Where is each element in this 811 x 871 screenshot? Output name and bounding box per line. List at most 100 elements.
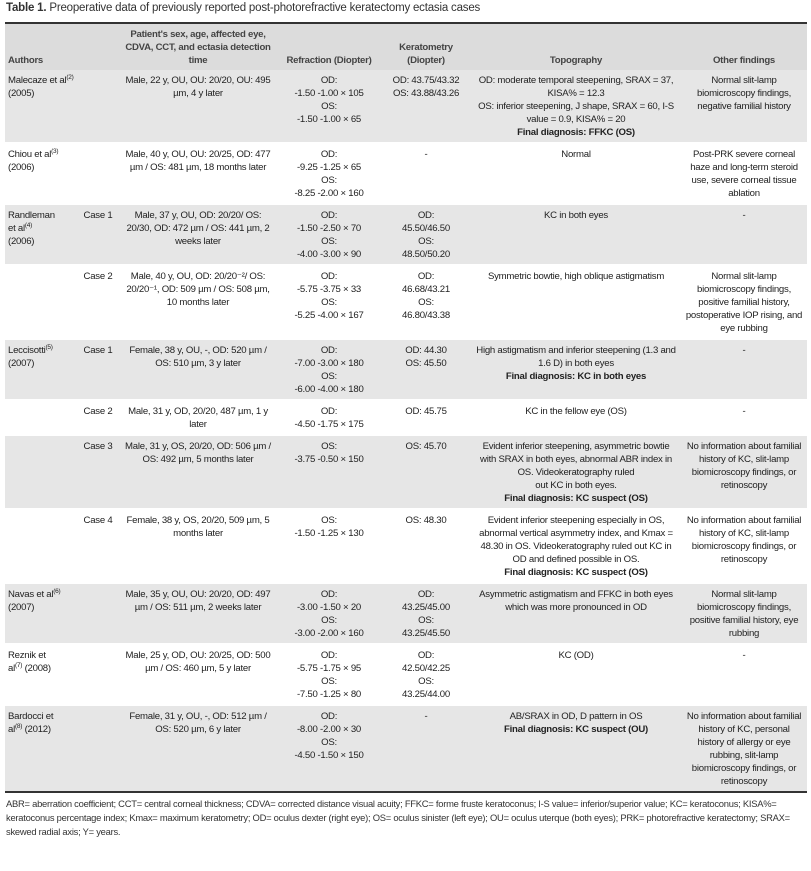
keratometry-value: OS: 45.70 [405, 441, 447, 452]
other-findings-cell: Normal slit-lamp biomicroscopy findings,… [681, 582, 807, 644]
topography-text: AB/SRAX in OD, D pattern in OS [509, 711, 643, 722]
authors-cell [5, 434, 77, 509]
refraction-cell: OD: -8.00 -2.00 × 30 OS: -4.50 -1.50 × 1… [277, 704, 381, 793]
table-row: Case 4 Female, 38 y, OS, 20/20, 509 µm, 5… [5, 508, 807, 583]
table-row: Chiou et al(3) (2006) Male, 40 y, OU, OU:… [5, 142, 807, 204]
topography-cell: OD: moderate temporal steepening, SRAX =… [471, 70, 681, 143]
reference-number: (8) [14, 722, 23, 730]
other-findings-cell: - [681, 203, 807, 265]
refraction-value: OD: -4.50 -1.75 × 175 [294, 406, 364, 430]
refraction-cell: OD: -5.75 -3.75 × 33 OS: -5.25 -4.00 × 1… [277, 264, 381, 339]
publication-year: (2008) [22, 663, 51, 674]
final-diagnosis: Final diagnosis: KC suspect (OU) [504, 724, 648, 735]
table-row: Bardocci et al(8) (2012) Female, 31 y, OU… [5, 704, 807, 793]
table-footnote: ABR= aberration coefficient; CCT= centra… [6, 798, 790, 837]
topography-cell: Asymmetric astigmatism and FFKC in both … [471, 582, 681, 644]
table-row: Case 3 Male, 31 y, OS, 20/20, OD: 506 µm … [5, 434, 807, 509]
patient-cell: Female, 31 y, OU, -, OD: 512 µm / OS: 52… [119, 704, 277, 793]
topography-cell: AB/SRAX in OD, D pattern in OS Final diag… [471, 704, 681, 793]
refraction-cell: OS: -3.75 -0.50 × 150 [277, 434, 381, 509]
patient-cell: Male, 31 y, OS, 20/20, OD: 506 µm / OS: … [119, 434, 277, 509]
keratometry-cell: OD: 45.50/46.50 OS: 48.50/50.20 [381, 203, 471, 265]
keratometry-cell: OD: 46.68/43.21 OS: 46.80/43.38 [381, 264, 471, 339]
topography-text: Symmetric bowtie, high oblique astigmati… [487, 271, 665, 282]
table-row: Case 2 Male, 40 y, OU, OD: 20/20⁻²/ OS: 2… [5, 264, 807, 339]
authors-cell [5, 508, 77, 583]
table-row: Case 2 Male, 31 y, OD, 20/20, 487 µm, 1 y… [5, 399, 807, 435]
case-cell [77, 643, 119, 705]
patient-cell: Female, 38 y, OS, 20/20, 509 µm, 5 month… [119, 508, 277, 583]
refraction-value: OD: -1.50 -2.50 × 70 OS: -4.00 -3.00 × 9… [296, 210, 361, 260]
publication-year: (2006) [8, 162, 35, 173]
authors-cell: Randleman et al(4) (2006) [5, 203, 77, 265]
other-findings-text: Normal slit-lamp biomicroscopy findings,… [697, 75, 791, 112]
author-name: Leccisotti [8, 345, 46, 356]
header-case [77, 22, 119, 70]
patient-data: Male, 22 y, OU, OU: 20/20, OU: 495 µm, 4… [125, 75, 271, 99]
keratometry-value: OD: 46.68/43.21 OS: 46.80/43.38 [402, 271, 450, 321]
authors-cell: Leccisotti(5) (2007) [5, 338, 77, 400]
publication-year: (2007) [8, 602, 35, 613]
header-topography: Topography [471, 22, 681, 70]
refraction-value: OD: -5.75 -3.75 × 33 OS: -5.25 -4.00 × 1… [294, 271, 364, 321]
other-findings-text: Normal slit-lamp biomicroscopy findings,… [689, 589, 799, 639]
keratometry-value: - [424, 149, 428, 160]
reference-number: (7) [14, 661, 23, 669]
case-label: Case 1 [83, 210, 113, 221]
patient-cell: Male, 25 y, OD, OU: 20/25, OD: 500 µm / … [119, 643, 277, 705]
case-label: Case 3 [83, 441, 113, 452]
refraction-value: OD: -5.75 -1.75 × 95 OS: -7.50 -1.25 × 8… [296, 650, 361, 700]
keratometry-cell: - [381, 704, 471, 793]
table-label: Table 1. [6, 2, 47, 14]
other-findings-cell: Normal slit-lamp biomicroscopy findings,… [681, 264, 807, 339]
other-findings-text: - [742, 210, 746, 221]
other-findings-text: - [742, 345, 746, 356]
topography-cell: Symmetric bowtie, high oblique astigmati… [471, 264, 681, 339]
refraction-cell: OD: -4.50 -1.75 × 175 [277, 399, 381, 435]
patient-cell: Male, 22 y, OU, OU: 20/20, OU: 495 µm, 4… [119, 70, 277, 143]
publication-year: (2012) [22, 724, 51, 735]
final-diagnosis: Final diagnosis: FFKC (OS) [517, 127, 635, 138]
topography-text: KC (OD) [558, 650, 594, 661]
refraction-value: OD: -8.00 -2.00 × 30 OS: -4.50 -1.50 × 1… [294, 711, 364, 761]
keratometry-cell: OD: 43.25/45.00 OS: 43.25/45.50 [381, 582, 471, 644]
topography-text: KC in both eyes [544, 210, 608, 221]
case-label: Case 2 [83, 406, 113, 417]
reference-number: (6) [53, 587, 61, 595]
keratometry-value: - [424, 711, 428, 722]
keratometry-value: OD: 43.75/43.32 OS: 43.88/43.26 [392, 75, 460, 99]
keratometry-cell: OD: 44.30 OS: 45.50 [381, 338, 471, 400]
patient-data: Male, 37 y, OU, OD: 20/20/ OS: 20/30, OD… [126, 210, 270, 247]
topography-cell: KC in both eyes [471, 203, 681, 265]
authors-cell: Reznik et al(7) (2008) [5, 643, 77, 705]
patient-cell: Male, 35 y, OU, OU: 20/20, OD: 497 µm / … [119, 582, 277, 644]
refraction-value: OD: -9.25 -1.25 × 65 OS: -8.25 -2.00 × 1… [294, 149, 364, 199]
keratometry-cell: OS: 48.30 [381, 508, 471, 583]
patient-data: Male, 25 y, OD, OU: 20/25, OD: 500 µm / … [125, 650, 271, 674]
other-findings-cell: - [681, 338, 807, 400]
refraction-cell: OS: -1.50 -1.25 × 130 [277, 508, 381, 583]
header-row: Authors Patient's sex, age, affected eye… [5, 22, 807, 70]
author-name: Malecaze et al [8, 75, 67, 86]
patient-data: Male, 35 y, OU, OU: 20/20, OD: 497 µm / … [125, 589, 271, 613]
keratometry-value: OD: 43.25/45.00 OS: 43.25/45.50 [402, 589, 450, 639]
case-cell: Case 1 [77, 203, 119, 265]
refraction-cell: OD: -1.50 -2.50 × 70 OS: -4.00 -3.00 × 9… [277, 203, 381, 265]
authors-cell: Malecaze et al(2) (2005) [5, 70, 77, 143]
refraction-cell: OD: -9.25 -1.25 × 65 OS: -8.25 -2.00 × 1… [277, 142, 381, 204]
other-findings-text: No information about familial history of… [686, 441, 802, 491]
refraction-cell: OD: -3.00 -1.50 × 20 OS: -3.00 -2.00 × 1… [277, 582, 381, 644]
other-findings-text: - [742, 650, 746, 661]
case-cell: Case 2 [77, 264, 119, 339]
data-table: Authors Patient's sex, age, affected eye… [5, 22, 807, 793]
keratometry-cell: - [381, 142, 471, 204]
case-cell: Case 1 [77, 338, 119, 400]
topography-text: Asymmetric astigmatism and FFKC in both … [479, 589, 673, 613]
case-label: Case 2 [83, 271, 113, 282]
author-name: Reznik et al [8, 650, 46, 674]
case-cell: Case 3 [77, 434, 119, 509]
patient-data: Male, 31 y, OS, 20/20, OD: 506 µm / OS: … [125, 441, 271, 465]
refraction-value: OS: -3.75 -0.50 × 150 [294, 441, 364, 465]
header-refraction: Refraction (Diopter) [277, 22, 381, 70]
author-name: Chiou et al [8, 149, 52, 160]
